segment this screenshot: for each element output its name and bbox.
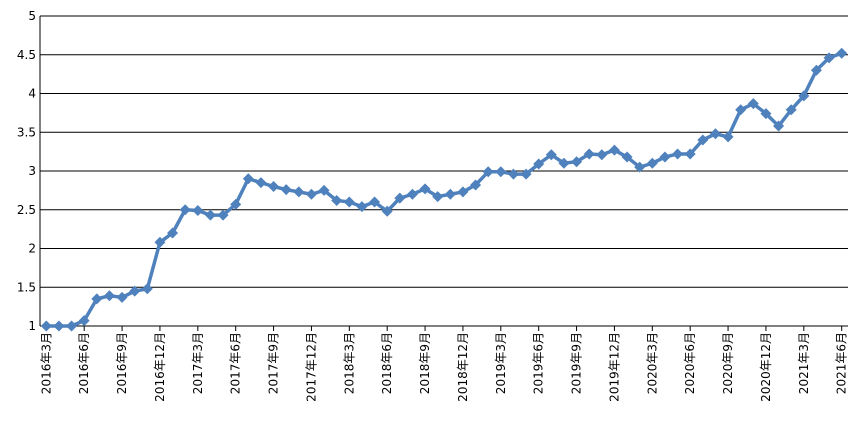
marker	[823, 52, 835, 64]
marker	[103, 290, 115, 302]
marker	[722, 131, 734, 143]
x-tick-label: 2020年12月	[759, 332, 773, 402]
marker	[331, 194, 343, 206]
marker	[457, 186, 469, 198]
marker	[381, 205, 393, 217]
marker	[53, 320, 65, 332]
marker	[91, 293, 103, 305]
x-tick-label: 2019年3月	[494, 332, 508, 394]
marker	[369, 196, 381, 208]
marker	[78, 315, 90, 327]
x-tick-label: 2017年12月	[304, 332, 318, 402]
marker	[810, 64, 822, 76]
marker	[343, 196, 355, 208]
marker	[621, 151, 633, 163]
marker	[583, 148, 595, 160]
x-tick-label: 2018年3月	[342, 332, 356, 394]
marker	[40, 320, 52, 332]
x-tick-label: 2018年12月	[456, 332, 470, 402]
marker	[634, 161, 646, 173]
marker	[179, 204, 191, 216]
x-tick-label: 2019年12月	[607, 332, 621, 402]
marker	[697, 134, 709, 146]
marker	[293, 186, 305, 198]
marker	[470, 179, 482, 191]
x-tick-label: 2016年12月	[153, 332, 167, 402]
marker	[419, 183, 431, 195]
marker	[684, 148, 696, 160]
y-tick-label: 1.5	[17, 280, 36, 294]
marker	[192, 205, 204, 217]
marker	[432, 191, 444, 203]
x-tick-label: 2016年3月	[39, 332, 53, 394]
marker	[608, 144, 620, 156]
x-tick-label: 2019年6月	[532, 332, 546, 394]
marker	[318, 184, 330, 196]
marker	[305, 188, 317, 200]
y-tick-label: 3	[28, 164, 36, 178]
marker	[204, 209, 216, 221]
marker	[571, 156, 583, 168]
marker	[356, 201, 368, 213]
x-tick-label: 2017年3月	[191, 332, 205, 394]
marker	[268, 181, 280, 192]
marker	[154, 236, 166, 248]
y-tick-label: 3.5	[17, 125, 36, 139]
marker	[747, 98, 759, 110]
x-tick-label: 2019年9月	[570, 332, 584, 394]
marker	[444, 188, 456, 200]
y-tick-label: 5	[28, 9, 36, 23]
marker	[217, 209, 229, 221]
marker	[773, 120, 785, 132]
x-tick-label: 2016年9月	[115, 332, 129, 394]
marker	[659, 151, 671, 163]
y-tick-label: 1	[28, 319, 36, 333]
marker	[116, 291, 128, 303]
marker	[735, 104, 747, 116]
x-tick-label: 2017年6月	[229, 332, 243, 394]
x-tick-label: 2017年9月	[267, 332, 281, 394]
marker	[129, 285, 141, 297]
x-tick-label: 2018年6月	[380, 332, 394, 394]
marker	[709, 128, 721, 140]
marker	[520, 168, 532, 180]
marker	[596, 149, 608, 161]
marker	[760, 108, 772, 120]
x-tick-label: 2018年9月	[418, 332, 432, 394]
marker	[406, 188, 418, 200]
marker	[230, 198, 242, 210]
marker	[545, 149, 557, 161]
x-tick-label: 2020年3月	[645, 332, 659, 394]
marker	[242, 173, 254, 185]
x-tick-label: 2020年6月	[683, 332, 697, 394]
marker	[141, 283, 153, 295]
marker	[66, 320, 78, 332]
marker	[507, 168, 519, 180]
marker	[836, 47, 848, 59]
x-tick-label: 2021年3月	[797, 332, 811, 394]
marker	[394, 192, 406, 204]
marker	[280, 184, 292, 196]
marker	[558, 157, 570, 169]
x-tick-label: 2020年9月	[721, 332, 735, 394]
line	[46, 51, 843, 328]
marker	[646, 157, 658, 169]
marker	[533, 158, 545, 170]
marker	[482, 166, 494, 178]
x-tick-label: 2016年6月	[77, 332, 91, 394]
marker	[798, 90, 810, 102]
y-tick-label: 4.5	[17, 48, 36, 62]
marker	[785, 104, 797, 116]
x-tick-label: 2021年6月	[835, 332, 849, 394]
y-tick-label: 2	[28, 242, 36, 256]
marker	[672, 148, 684, 160]
marker	[255, 177, 267, 189]
y-tick-label: 4	[28, 87, 36, 101]
marker	[495, 166, 507, 178]
y-tick-label: 2.5	[17, 203, 36, 217]
marker	[167, 227, 179, 239]
